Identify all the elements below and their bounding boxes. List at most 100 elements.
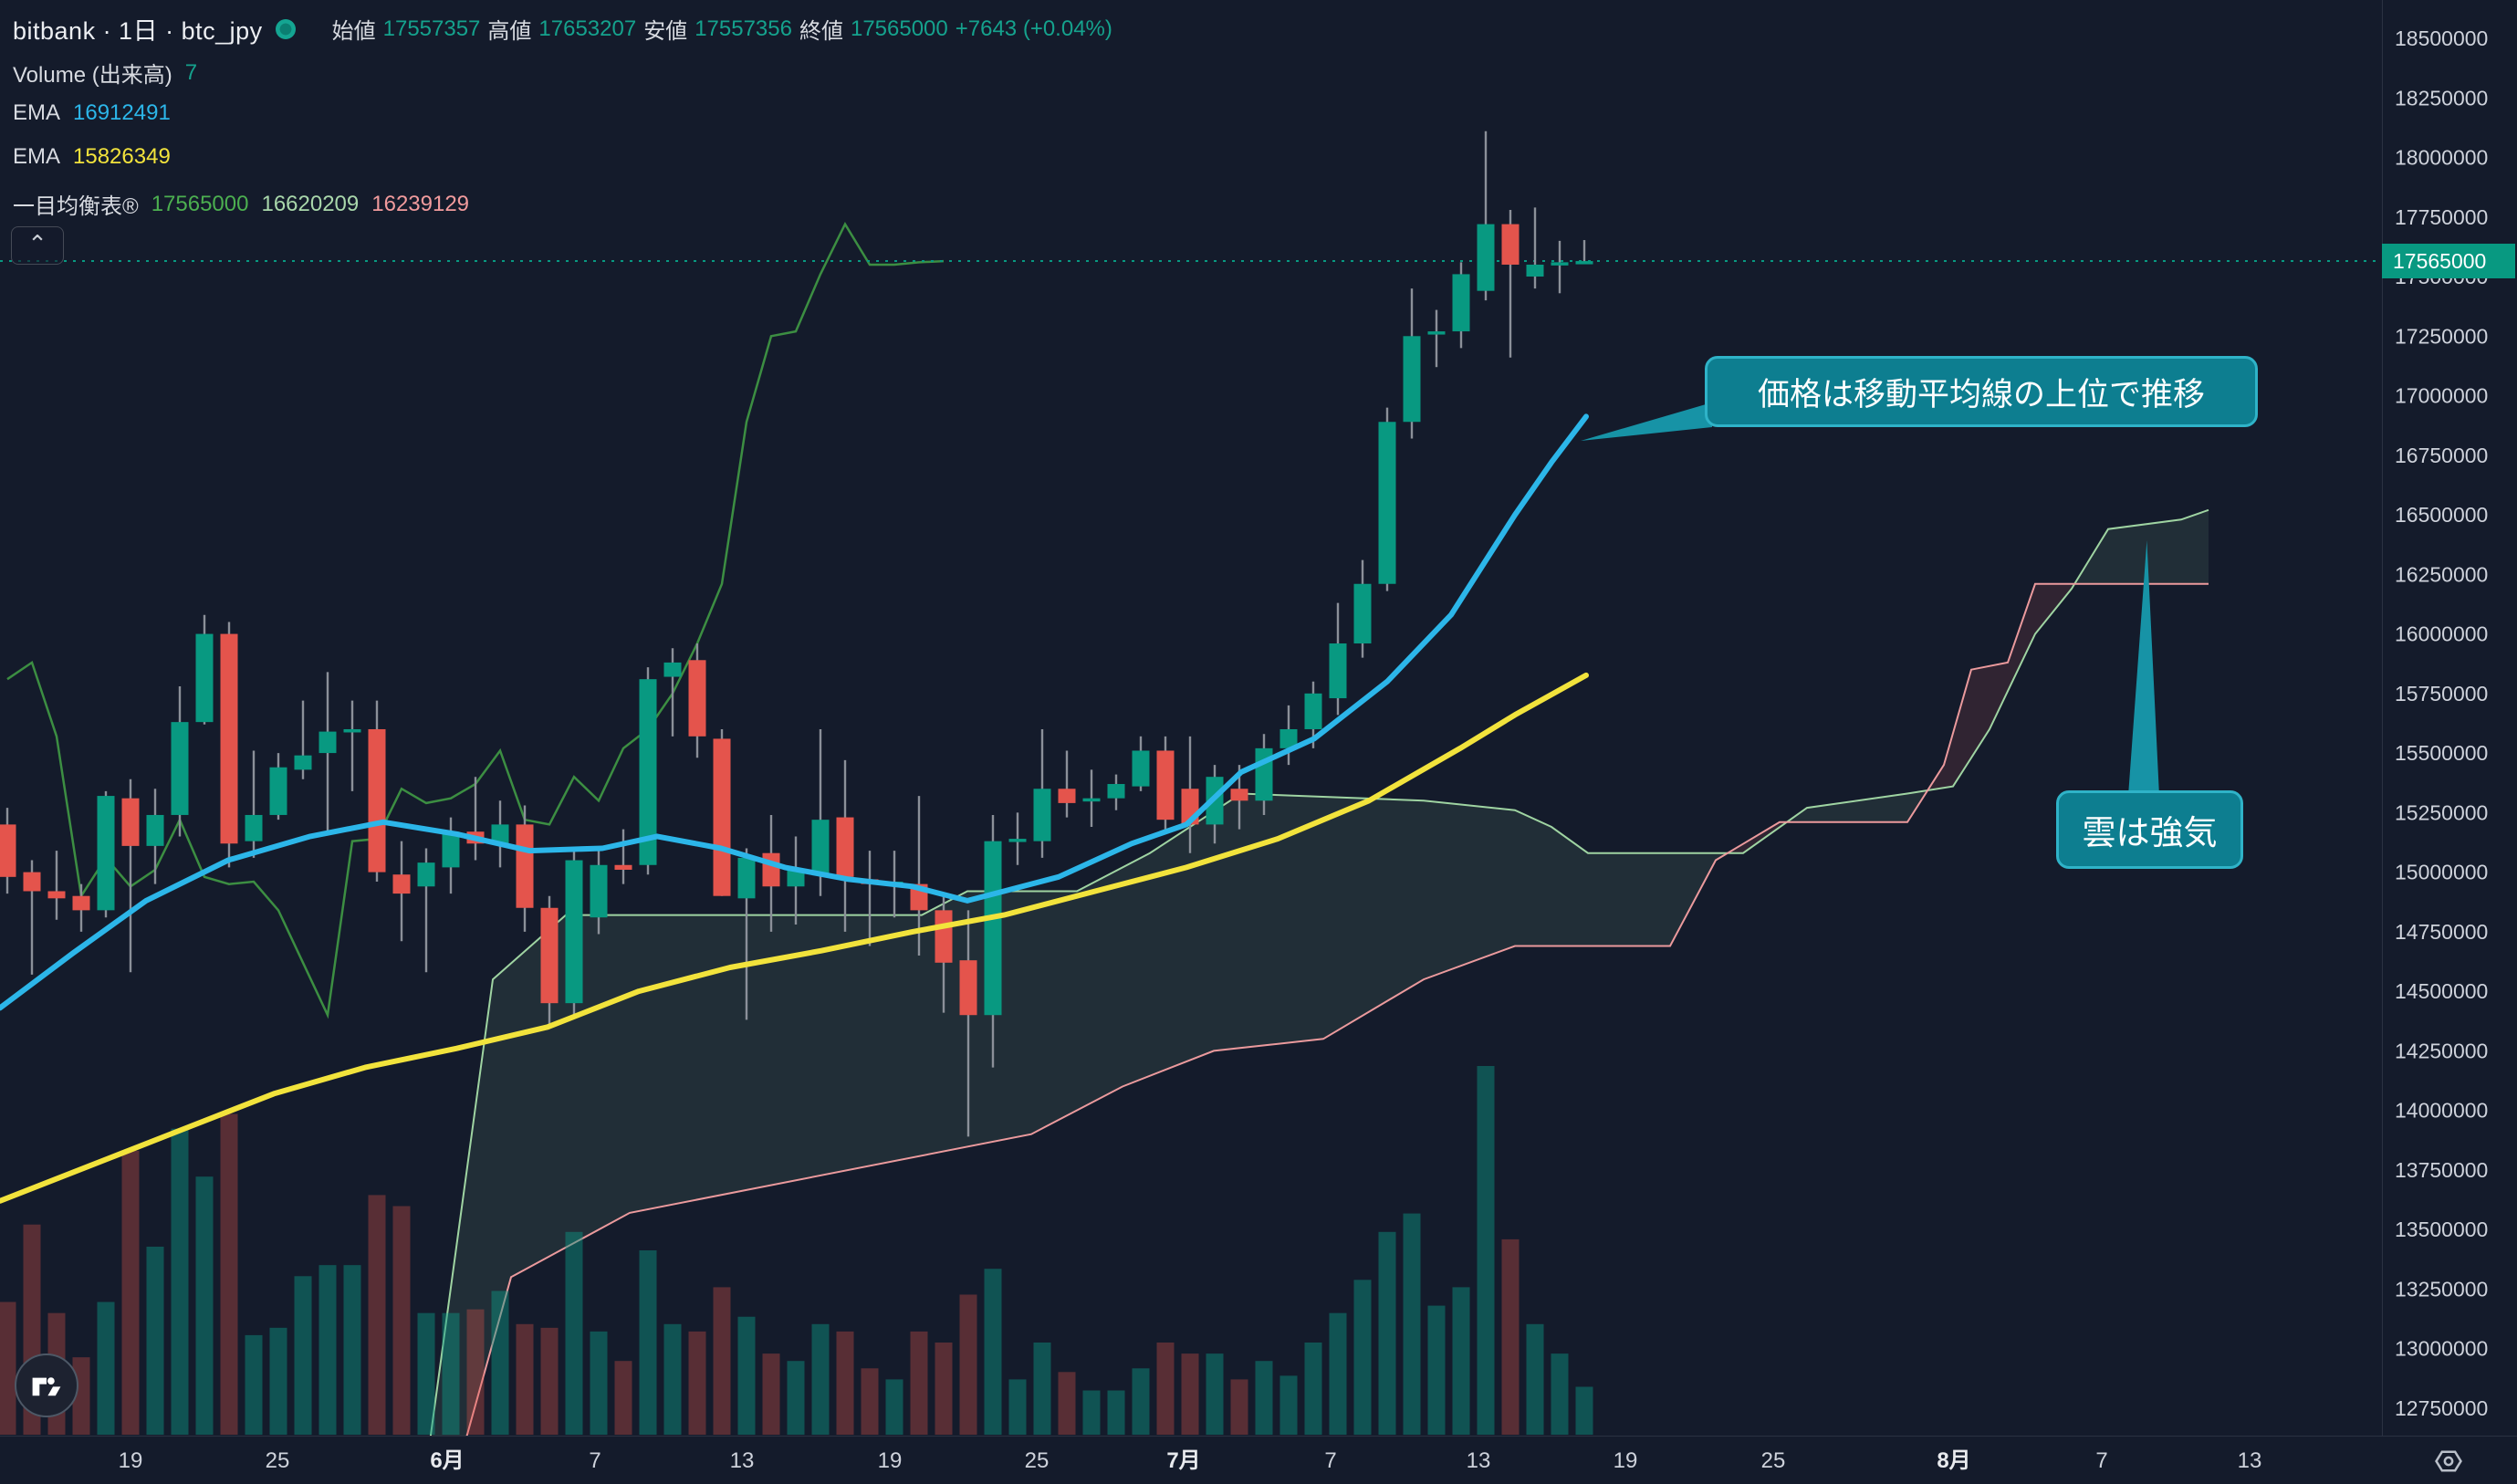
open-value: 17557357: [382, 16, 481, 41]
volume-bar: [565, 1231, 583, 1435]
time-axis-label: 25: [1025, 1448, 1050, 1473]
candle-body: [1551, 262, 1569, 266]
callout-cloud-note[interactable]: 雲は強気: [2056, 790, 2243, 869]
candle-body: [811, 820, 830, 875]
volume-bar: [1156, 1343, 1175, 1435]
candle-body: [491, 824, 509, 844]
volume-bar: [614, 1361, 632, 1435]
price-axis-label: 16000000: [2395, 622, 2488, 646]
chikou-span-line: [6, 222, 945, 1019]
candle-body: [417, 862, 435, 887]
volume-bar: [1107, 1390, 1125, 1435]
volume-bar: [466, 1309, 485, 1435]
volume-bar: [1304, 1343, 1322, 1435]
volume-bar: [121, 1150, 140, 1435]
volume-bar: [1058, 1372, 1076, 1435]
close-value: 17565000: [850, 16, 948, 41]
plot-area[interactable]: [0, 131, 2382, 1484]
volume-bar: [1353, 1280, 1372, 1435]
callout-ma-note[interactable]: 価格は移動平均線の上位で推移: [1705, 356, 2258, 427]
callout-cloud-text: 雲は強気: [2082, 814, 2218, 852]
candle-body: [343, 728, 361, 733]
price-axis-label: 17750000: [2395, 205, 2488, 229]
price-axis-label: 16250000: [2395, 562, 2488, 586]
current-price-value: 17565000: [2393, 248, 2487, 273]
price-axis[interactable]: 1850000018250000180000001775000017500000…: [2395, 26, 2488, 1420]
senkou-a-line: [429, 508, 2209, 1436]
price-axis-label: 17000000: [2395, 384, 2488, 408]
price-axis-label: 18000000: [2395, 146, 2488, 170]
price-axis-label: 14750000: [2395, 920, 2488, 944]
candle-body: [1033, 789, 1051, 841]
time-axis[interactable]: 19 25 6月 7 13 19 25 7月 7 13 19 25 8月 7 13: [119, 1448, 2262, 1473]
volume-bar: [959, 1294, 977, 1435]
volume-bar: [713, 1287, 731, 1435]
volume-bar: [1329, 1312, 1347, 1435]
candle-body: [1304, 693, 1322, 729]
symbol-title: bitbank · 1日 · btc_jpy: [13, 17, 263, 45]
volume-bar: [1427, 1305, 1446, 1435]
volume-bar: [688, 1331, 706, 1435]
legend-ichimoku-row: 一目均衡表® 17565000 16620209 16239129: [13, 188, 469, 220]
candle-body: [1526, 264, 1544, 277]
volume-bar: [1230, 1379, 1248, 1435]
axis-settings-gear-icon[interactable]: [2431, 1444, 2466, 1483]
ichimoku-value-2: 16620209: [261, 191, 360, 216]
price-axis-label: 13000000: [2395, 1337, 2488, 1361]
price-axis-label: 16500000: [2395, 503, 2488, 527]
high-value: 17653207: [538, 16, 637, 41]
candle-body: [195, 633, 214, 723]
candle-body: [1107, 784, 1125, 799]
candle-body: [1575, 261, 1593, 265]
volume-bar: [1008, 1379, 1027, 1435]
ichimoku-value-3: 16239129: [371, 191, 470, 216]
volume-bar: [1452, 1287, 1470, 1435]
time-axis-label: 7: [589, 1448, 601, 1473]
candle-body: [146, 814, 164, 846]
volume-bar: [1181, 1353, 1199, 1435]
candle-body: [614, 864, 632, 870]
volume-bar: [245, 1334, 263, 1435]
time-axis-label: 7: [1324, 1448, 1336, 1473]
low-value: 17557356: [695, 16, 792, 41]
volume-bar: [368, 1195, 386, 1435]
candle-body: [984, 841, 1002, 1016]
volume-bar: [861, 1368, 879, 1435]
volume-bar: [984, 1269, 1002, 1435]
volume-bar: [1255, 1361, 1273, 1435]
price-axis-label: 18250000: [2395, 86, 2488, 110]
volume-bar: [171, 1128, 189, 1435]
volume-bar: [1403, 1213, 1421, 1435]
candle-body: [1403, 336, 1421, 423]
candle-body: [590, 864, 608, 918]
candle-body: [442, 831, 460, 868]
price-axis-label: 13500000: [2395, 1218, 2488, 1241]
candle-body: [1058, 789, 1076, 803]
collapse-legend-button[interactable]: ⌃: [11, 226, 64, 265]
price-axis-label: 14500000: [2395, 979, 2488, 1003]
candle-body: [1082, 798, 1101, 802]
volume-bar: [269, 1327, 287, 1435]
candle-body: [959, 960, 977, 1016]
candle-body: [1378, 422, 1396, 584]
senkou-b-line: [465, 582, 2209, 1436]
candle-body: [171, 722, 189, 815]
candle-body: [1156, 750, 1175, 820]
ema-slow-value: 15826349: [73, 144, 171, 169]
price-axis-label: 13750000: [2395, 1158, 2488, 1182]
volume-label: Volume (出来高): [13, 63, 172, 88]
time-axis-label: 25: [1761, 1448, 1786, 1473]
tradingview-logo[interactable]: [15, 1353, 78, 1417]
candle-body: [1452, 274, 1470, 332]
time-axis-label: 8月: [1937, 1448, 1970, 1473]
time-axis-label: 7月: [1166, 1448, 1200, 1473]
volume-bar: [491, 1291, 509, 1435]
candle-body: [1427, 331, 1446, 335]
candle-body: [0, 824, 16, 877]
callout-ma-text: 価格は移動平均線の上位で推移: [1757, 376, 2205, 413]
volume-bar: [195, 1176, 214, 1435]
volume-bar: [1082, 1390, 1101, 1435]
candle-body: [1329, 643, 1347, 699]
